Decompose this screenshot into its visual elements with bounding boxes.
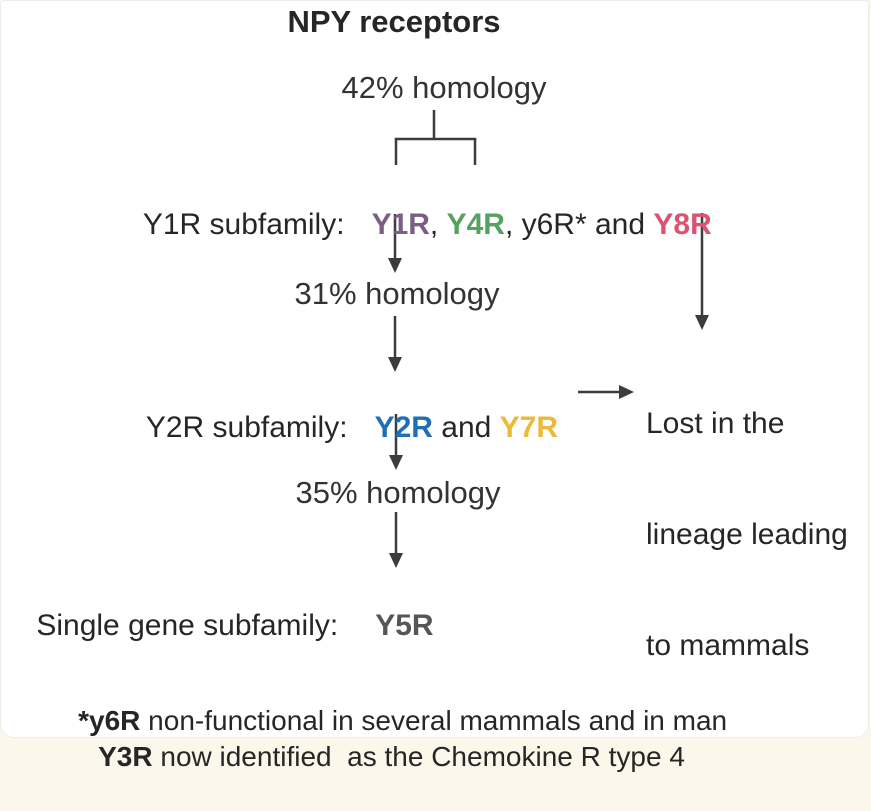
arrow-y2-to-35 — [389, 414, 403, 470]
gene-y5r: Y5R — [375, 609, 434, 642]
connector-arrows — [388, 110, 709, 568]
lost-note-line: lineage leading — [646, 518, 848, 551]
footnote-y3r: Y3R now identified as the Chemokine R ty… — [67, 703, 685, 811]
arrow-31-to-y2 — [388, 316, 402, 372]
arrow-y1-to-31 — [388, 214, 402, 273]
footnote-y6r-bold: *y6R — [78, 705, 141, 736]
separator: , — [429, 208, 447, 241]
gene-y6r-and-text: , y6R* and — [504, 208, 654, 241]
single-gene-subfamily-label: Single gene subfamily: — [36, 609, 339, 642]
footnote-y3r-text: now identified as the Chemokine R type 4 — [152, 741, 685, 772]
and-text: and — [432, 411, 500, 444]
y2r-subfamily-row: Y2R subfamily: Y2R and Y7R — [113, 374, 558, 482]
fork-bracket — [394, 110, 477, 165]
lost-note-line: Lost in the — [646, 407, 785, 440]
footnote-y6r: *y6R non-functional in several mammals a… — [47, 667, 727, 775]
arrow-35-to-y5 — [389, 512, 403, 568]
homology-42-label: 42% homology — [341, 70, 547, 105]
gene-y8r: Y8R — [653, 208, 712, 241]
npy-receptor-diagram: NPY receptors 42% homology Y1R subfamily… — [3, 4, 848, 772]
y2r-subfamily-label: Y2R subfamily: — [145, 411, 348, 444]
y1r-subfamily-label: Y1R subfamily: — [142, 208, 345, 241]
single-gene-subfamily-row: Single gene subfamily: Y5R — [3, 572, 434, 680]
gene-y2r: Y2R — [374, 411, 433, 444]
arrow-y8r-to-lost — [695, 213, 709, 330]
homology-31-label: 31% homology — [294, 276, 500, 311]
gene-y4r: Y4R — [446, 208, 505, 241]
gene-y7r: Y7R — [499, 411, 559, 444]
arrow-y7r-to-lost — [578, 385, 634, 399]
footnote-y6r-text: non-functional in several mammals and in… — [140, 705, 728, 736]
lost-note-line: to mammals — [646, 629, 810, 662]
footnote-y3r-bold: Y3R — [98, 741, 153, 772]
homology-35-label: 35% homology — [295, 475, 501, 510]
y1r-subfamily-row: Y1R subfamily: Y1R, Y4R, y6R* and Y8R — [110, 171, 712, 279]
lost-lineage-note: Lost in the lineage leading to mammals — [646, 331, 848, 738]
gene-y1r: Y1R — [371, 208, 430, 241]
diagram-title: NPY receptors — [287, 4, 501, 39]
